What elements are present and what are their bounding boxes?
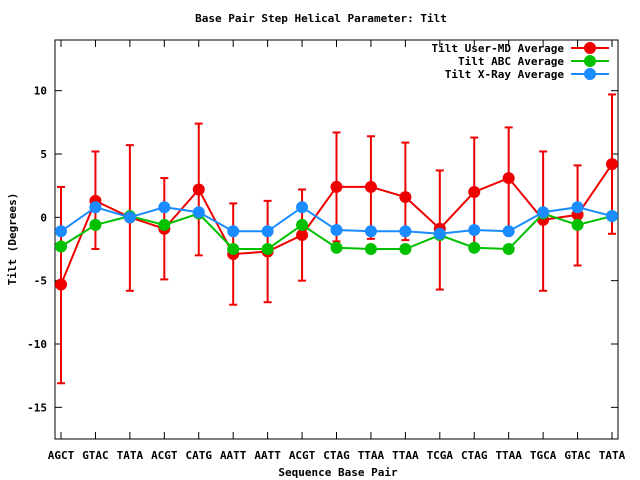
legend-label: Tilt ABC Average (458, 55, 564, 68)
y-tick-label: 10 (34, 85, 47, 98)
legend-marker (584, 68, 596, 80)
x-tick-label: GTAC (564, 449, 591, 462)
data-point (433, 227, 446, 240)
x-tick-label: CTAG (323, 449, 350, 462)
data-point (468, 224, 481, 236)
y-tick-label: -10 (27, 338, 47, 351)
data-point (468, 241, 481, 254)
x-tick-label: TATA (117, 449, 144, 462)
data-point (364, 225, 377, 238)
x-tick-label: ACGT (151, 449, 178, 462)
data-point (296, 218, 309, 231)
data-point (502, 225, 515, 238)
data-point (158, 218, 171, 231)
data-point (89, 218, 102, 231)
x-tick-label: AATT (254, 449, 281, 462)
x-tick-label: GTAC (82, 449, 109, 462)
y-tick-label: -15 (27, 401, 47, 414)
x-tick-label: AATT (220, 449, 247, 462)
data-point (502, 172, 515, 185)
legend-marker (584, 55, 596, 67)
data-point (261, 243, 274, 255)
data-point (606, 158, 618, 171)
legend-label: Tilt User-MD Average (432, 42, 565, 55)
data-point (606, 210, 618, 223)
legend-label: Tilt X-Ray Average (445, 68, 565, 81)
data-point (399, 243, 412, 255)
data-point (399, 191, 412, 204)
data-point (571, 201, 584, 214)
data-point (55, 278, 67, 291)
data-point (468, 186, 481, 198)
x-tick-label: ACGT (289, 449, 316, 462)
y-tick-label: 0 (40, 211, 47, 224)
x-tick-label: CTAG (461, 449, 488, 462)
x-tick-label: TTAA (358, 449, 385, 462)
data-point (55, 225, 67, 238)
data-point (123, 211, 136, 224)
data-point (192, 206, 205, 219)
x-axis-label: Sequence Base Pair (278, 466, 398, 479)
data-point (330, 224, 343, 236)
y-tick-label: -5 (34, 275, 47, 288)
data-point (364, 243, 377, 255)
y-axis-ticks: -15 -10 -5 0 5 10 (27, 85, 618, 414)
legend-marker (584, 42, 596, 54)
x-axis-ticks: AGCT GTAC TATA ACGT CATG AATT AATT ACGT CTAG TTAA… (48, 40, 626, 462)
data-point (571, 218, 584, 231)
data-point (364, 180, 377, 193)
data-point (55, 240, 67, 253)
x-tick-label: TCGA (427, 449, 454, 462)
data-point (192, 183, 205, 196)
data-point (502, 243, 515, 255)
data-point (296, 201, 309, 214)
y-tick-label: 5 (40, 148, 47, 161)
data-point (296, 229, 309, 242)
data-point (330, 241, 343, 254)
chart-title: Base Pair Step Helical Parameter: Tilt (195, 12, 447, 25)
x-tick-label: TATA (599, 449, 626, 462)
y-axis-label: Tilt (Degrees) (6, 193, 19, 286)
data-point (537, 206, 550, 219)
x-tick-label: CATG (186, 449, 213, 462)
x-tick-label: TGCA (530, 449, 557, 462)
data-point (261, 225, 274, 238)
data-series (55, 93, 618, 385)
data-point (158, 201, 171, 214)
data-point (399, 225, 412, 238)
x-tick-label: TTAA (392, 449, 419, 462)
series-0 (55, 93, 618, 385)
x-tick-label: TTAA (495, 449, 522, 462)
data-point (89, 201, 102, 214)
data-point (227, 225, 240, 238)
data-point (227, 243, 240, 255)
series-2 (55, 201, 618, 240)
data-point (330, 180, 343, 193)
x-tick-label: AGCT (48, 449, 75, 462)
